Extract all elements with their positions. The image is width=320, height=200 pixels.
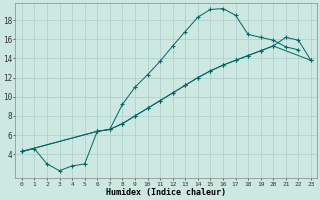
X-axis label: Humidex (Indice chaleur): Humidex (Indice chaleur): [106, 188, 226, 197]
